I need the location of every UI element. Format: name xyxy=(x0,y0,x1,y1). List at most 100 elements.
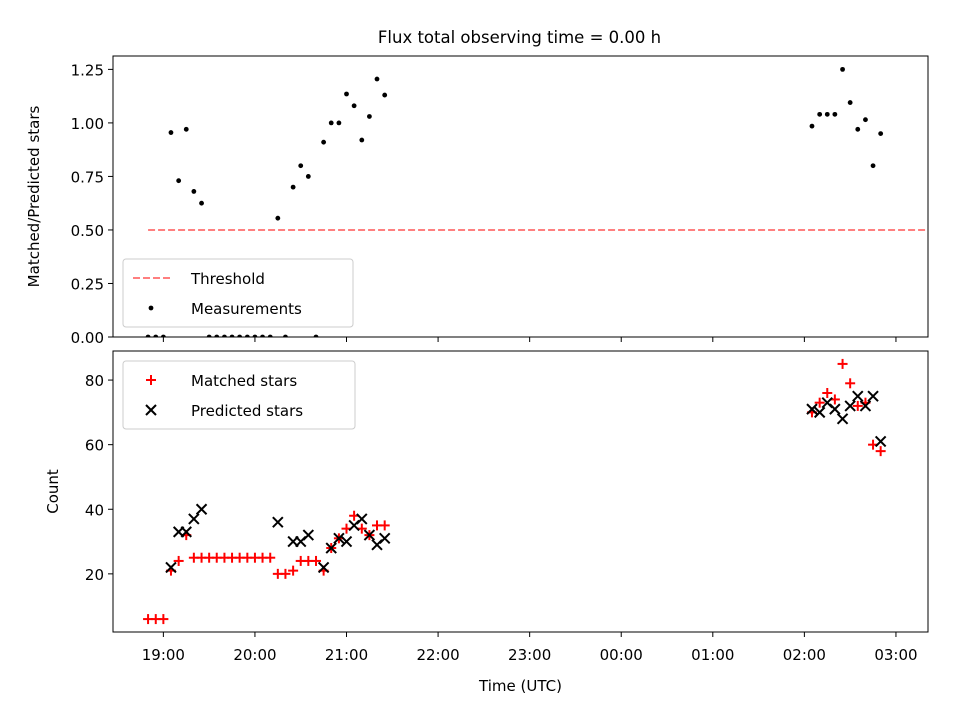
measurements-point xyxy=(298,163,304,169)
measurements-point xyxy=(305,174,311,179)
measurements-point xyxy=(290,184,296,190)
x-tick-label: 00:00 xyxy=(600,646,643,664)
measurements-point xyxy=(847,100,853,105)
predicted-stars-point xyxy=(813,406,826,419)
matched-stars-point xyxy=(852,400,863,411)
predicted-stars-point xyxy=(325,542,337,554)
measurements-point xyxy=(832,111,838,117)
x-tick-label: 01:00 xyxy=(691,646,734,664)
measurements-point xyxy=(283,334,288,337)
predicted-stars-point xyxy=(378,532,391,545)
matched-stars-point xyxy=(845,378,856,389)
predicted-stars-point xyxy=(333,532,345,545)
predicted-stars-point xyxy=(195,503,208,515)
legend-swatch xyxy=(145,404,157,416)
measurements-point xyxy=(244,334,250,337)
matched-stars-point xyxy=(173,555,184,566)
predicted-stars-point xyxy=(859,400,872,412)
y-axis-label: Count xyxy=(44,469,62,514)
plot-area xyxy=(143,358,887,625)
measurements-point xyxy=(229,334,235,337)
legend-label: Measurements xyxy=(191,300,302,318)
matched-stars-point xyxy=(158,614,169,625)
measurements-point xyxy=(878,131,884,137)
y-tick-label: 0.75 xyxy=(71,168,104,186)
predicted-stars-point xyxy=(188,513,200,525)
top-panel: 0.00 0.25 0.50 0.75 1.00 1.25 Matched/Predicte… xyxy=(25,55,929,347)
plot-area xyxy=(145,66,928,337)
measurements-point xyxy=(313,334,319,337)
measurements-point xyxy=(191,189,197,194)
measurements-point xyxy=(199,200,204,206)
legend-swatch xyxy=(146,375,156,385)
x-tick-label: 02:00 xyxy=(783,646,826,664)
bottom-panel: 20 40 60 80 19:00 20:00 21:00 22:00 23:00 00:00 01… xyxy=(44,350,929,695)
y-tick-label: 1.25 xyxy=(71,61,104,79)
y-tick-label: 80 xyxy=(85,372,104,390)
measurements-point xyxy=(160,334,166,337)
predicted-stars-point xyxy=(867,390,879,402)
y-tick-label: 1.00 xyxy=(71,115,104,133)
legend: Threshold Measurements xyxy=(122,258,354,328)
measurements-point xyxy=(809,123,815,129)
predicted-stars-point xyxy=(836,413,849,425)
matched-stars-point xyxy=(822,387,833,398)
x-tick-label: 22:00 xyxy=(416,646,459,664)
measurements-point xyxy=(206,334,212,337)
chart-title: Flux total observing time = 0.00 h xyxy=(378,28,661,47)
measurements-point xyxy=(267,334,273,337)
measurements-point xyxy=(176,178,182,184)
predicted-stars-point xyxy=(165,561,177,574)
legend-label: Predicted stars xyxy=(191,402,303,420)
measurements-point xyxy=(222,334,227,337)
measurements-point xyxy=(824,111,830,117)
predicted-stars-point xyxy=(806,403,818,415)
measurements-point xyxy=(870,163,876,169)
predicted-stars-point xyxy=(180,526,192,538)
predicted-stars-point xyxy=(272,516,284,528)
x-tick-label: 19:00 xyxy=(142,646,185,664)
predicted-stars-point xyxy=(363,529,376,541)
predicted-stars-point xyxy=(874,435,887,448)
x-axis-label: Time (UTC) xyxy=(478,677,562,695)
legend: Matched stars Predicted stars xyxy=(122,360,356,430)
measurements-point xyxy=(359,137,365,143)
measurements-point xyxy=(328,120,334,126)
predicted-stars-point xyxy=(340,535,353,548)
predicted-stars-point xyxy=(317,561,330,574)
measurements-point xyxy=(168,130,174,135)
predicted-stars-point xyxy=(852,390,864,402)
measurements-point xyxy=(275,215,281,221)
measurements-point xyxy=(840,66,845,72)
predicted-stars-point xyxy=(844,400,856,412)
measurements-point xyxy=(252,334,258,337)
x-tick-label: 03:00 xyxy=(874,646,917,664)
axes-frame xyxy=(112,350,929,633)
y-tick-label: 0.25 xyxy=(71,275,104,293)
measurements-point xyxy=(321,139,327,145)
legend-label: Threshold xyxy=(190,270,265,288)
matched-stars-point xyxy=(379,520,390,531)
legend-swatch xyxy=(148,305,154,311)
y-tick-label: 40 xyxy=(85,501,104,519)
measurements-point xyxy=(183,126,189,132)
matched-stars-point xyxy=(837,358,848,369)
matched-stars-point xyxy=(288,565,299,576)
measurements-point xyxy=(382,92,388,98)
predicted-stars-point xyxy=(829,403,841,415)
y-tick-label: 0.50 xyxy=(71,222,104,240)
measurements-point xyxy=(817,111,823,117)
y-tick-label: 0.00 xyxy=(71,329,104,347)
axes-frame xyxy=(112,55,929,338)
legend-label: Matched stars xyxy=(191,372,297,390)
predicted-stars-point xyxy=(302,529,315,541)
y-tick-label: 60 xyxy=(85,437,104,455)
y-tick-label: 20 xyxy=(85,566,104,584)
matched-stars-point xyxy=(814,397,825,408)
measurements-point xyxy=(855,126,861,132)
measurements-point xyxy=(214,334,220,337)
matched-stars-point xyxy=(311,555,322,566)
measurements-point xyxy=(336,120,342,126)
matched-stars-point xyxy=(280,568,291,579)
